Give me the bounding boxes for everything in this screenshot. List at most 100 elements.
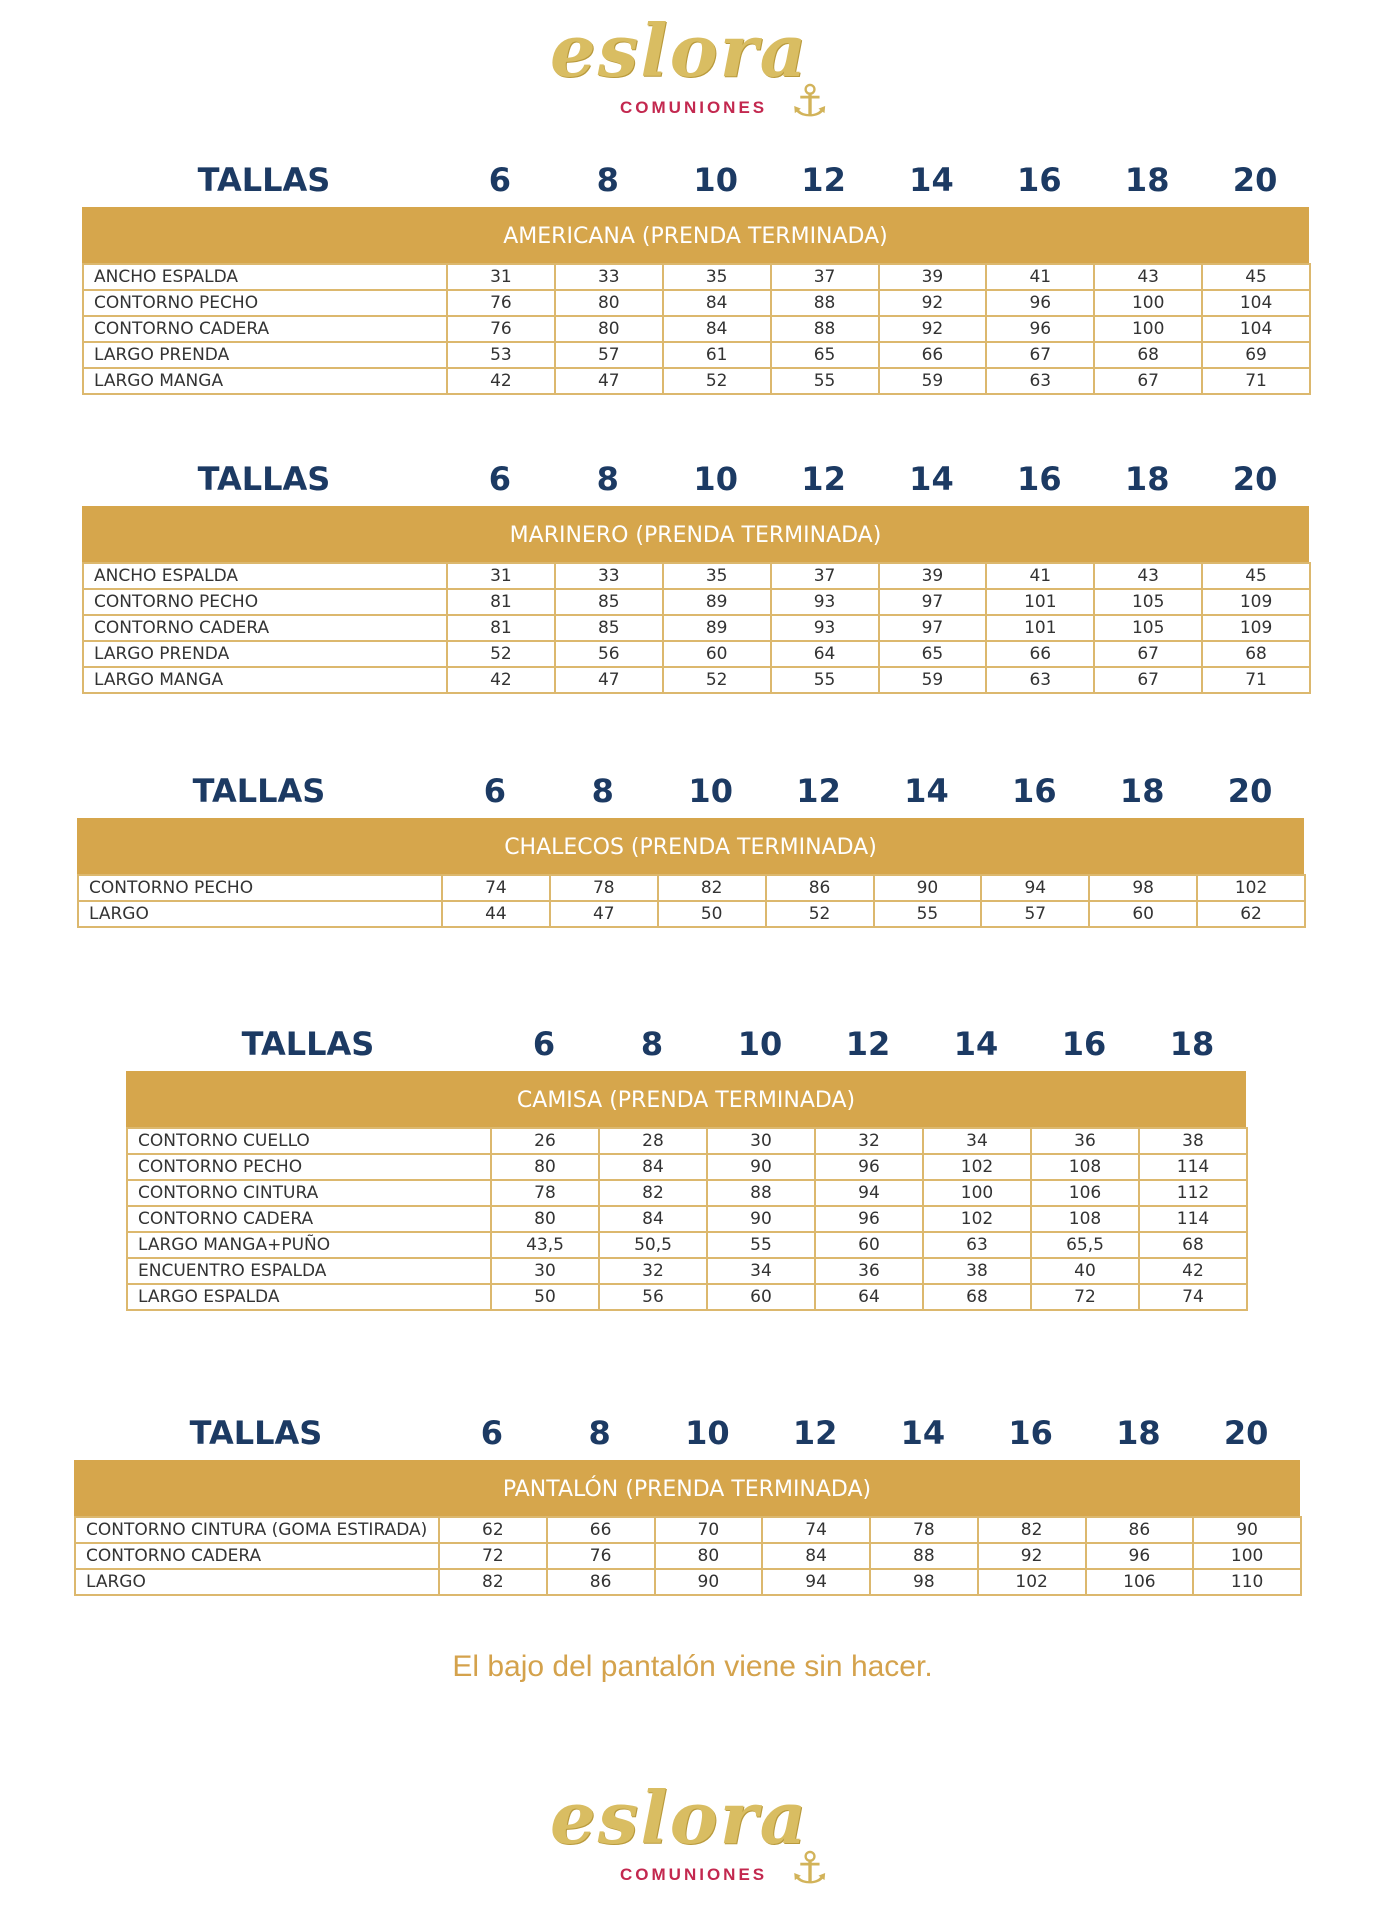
table-title: PANTALÓN (PRENDA TERMINADA) bbox=[74, 1460, 1300, 1516]
measurement-value: 84 bbox=[761, 1542, 871, 1570]
measurement-value: 96 bbox=[1084, 1542, 1195, 1570]
measurement-label: LARGO MANGA bbox=[82, 666, 448, 694]
measurement-value: 68 bbox=[1201, 640, 1311, 668]
table-row: ANCHO ESPALDA 31 33 35 37 39 41 43 45 bbox=[82, 263, 1311, 291]
measurement-value: 65 bbox=[769, 341, 880, 369]
size-heading: 18 bbox=[1116, 1414, 1161, 1452]
tallas-label: TALLAS bbox=[197, 460, 331, 498]
size-heading: 8 bbox=[596, 161, 619, 199]
measurement-value: 85 bbox=[553, 588, 664, 616]
measurement-value: 101 bbox=[985, 614, 1096, 642]
measurement-value: 86 bbox=[545, 1568, 656, 1596]
measurement-label: LARGO bbox=[77, 900, 443, 928]
size-heading: 12 bbox=[796, 772, 841, 810]
size-heading: 8 bbox=[640, 1025, 664, 1063]
measurement-value: 62 bbox=[1196, 900, 1306, 928]
measurement-value: 66 bbox=[877, 341, 988, 369]
table-row: CONTORNO PECHO 76 80 84 88 92 96 100 104 bbox=[82, 289, 1311, 317]
measurement-value: 55 bbox=[769, 666, 880, 694]
measurement-value: 72 bbox=[438, 1542, 548, 1570]
size-heading: 10 bbox=[685, 1414, 730, 1452]
measurement-value: 60 bbox=[814, 1231, 924, 1259]
sizes-header: TALLAS 6 8 10 12 14 16 18 20 bbox=[77, 768, 1304, 818]
measurement-value: 56 bbox=[598, 1283, 708, 1311]
measurement-value: 53 bbox=[446, 341, 556, 369]
table-row: CONTORNO CADERA 72 76 80 84 88 92 96 100 bbox=[74, 1542, 1302, 1570]
measurement-value: 90 bbox=[872, 874, 983, 902]
size-heading: 18 bbox=[1169, 1025, 1215, 1063]
measurement-value: 78 bbox=[548, 874, 659, 902]
measurement-value: 52 bbox=[661, 666, 772, 694]
measurement-value: 84 bbox=[598, 1153, 708, 1181]
measurement-value: 26 bbox=[490, 1127, 600, 1155]
table-title: MARINERO (PRENDA TERMINADA) bbox=[82, 506, 1309, 562]
measurement-value: 80 bbox=[490, 1205, 600, 1233]
measurement-label: LARGO MANGA+PUÑO bbox=[126, 1231, 492, 1259]
measurement-value: 94 bbox=[980, 874, 1091, 902]
table-row: CONTORNO PECHO 74 78 82 86 90 94 98 102 bbox=[77, 874, 1306, 902]
measurement-value: 68 bbox=[1138, 1231, 1248, 1259]
measurement-value: 71 bbox=[1201, 666, 1311, 694]
table-row: LARGO 82 86 90 94 98 102 106 110 bbox=[74, 1568, 1302, 1596]
size-table-pantalon: TALLAS 6 8 10 12 14 16 18 20 PANTALÓN (PRENDA TER… bbox=[74, 1410, 1302, 1596]
tallas-label: TALLAS bbox=[189, 1414, 323, 1452]
size-table-chalecos: TALLAS 6 8 10 12 14 16 18 20 CHALECOS (PRENDA TER… bbox=[77, 768, 1306, 928]
size-heading: 12 bbox=[792, 1414, 838, 1452]
logo-subtitle: COMUNIONES bbox=[620, 98, 768, 117]
measurement-value: 60 bbox=[1088, 900, 1199, 928]
measurement-value: 86 bbox=[1084, 1516, 1195, 1544]
table-title: CHALECOS (PRENDA TERMINADA) bbox=[77, 818, 1304, 874]
measurement-value: 96 bbox=[814, 1153, 924, 1181]
measurement-value: 102 bbox=[922, 1205, 1032, 1233]
sizes-header: TALLAS 6 8 10 12 14 16 18 20 bbox=[82, 157, 1309, 207]
size-heading: 18 bbox=[1124, 161, 1170, 199]
size-heading: 14 bbox=[904, 772, 949, 810]
table-row: LARGO MANGA 42 47 52 55 59 63 67 71 bbox=[82, 367, 1311, 395]
measurement-value: 102 bbox=[976, 1568, 1087, 1596]
measurement-value: 67 bbox=[1093, 640, 1204, 668]
table-row: LARGO PRENDA 53 57 61 65 66 67 68 69 bbox=[82, 341, 1311, 369]
table-row: ENCUENTRO ESPALDA 30 32 34 36 38 40 42 bbox=[126, 1257, 1248, 1285]
measurement-value: 92 bbox=[976, 1542, 1087, 1570]
measurement-value: 66 bbox=[985, 640, 1096, 668]
measurement-value: 105 bbox=[1093, 614, 1204, 642]
measurements-table: ANCHO ESPALDA 31 33 35 37 39 41 43 45 CONTORNO PE… bbox=[82, 562, 1311, 694]
tallas-label: TALLAS bbox=[192, 772, 326, 810]
measurement-label: CONTORNO PECHO bbox=[82, 588, 448, 616]
size-heading: 10 bbox=[693, 161, 738, 199]
measurement-value: 108 bbox=[1030, 1205, 1140, 1233]
size-heading: 6 bbox=[483, 772, 507, 810]
size-heading: 6 bbox=[480, 1414, 503, 1452]
measurement-value: 38 bbox=[1138, 1127, 1248, 1155]
measurement-value: 80 bbox=[553, 315, 664, 343]
size-heading: 12 bbox=[801, 161, 846, 199]
measurement-value: 100 bbox=[1192, 1542, 1302, 1570]
measurement-label: ANCHO ESPALDA bbox=[82, 562, 448, 590]
measurement-value: 84 bbox=[598, 1205, 708, 1233]
size-heading: 8 bbox=[591, 772, 614, 810]
measurement-value: 39 bbox=[877, 263, 988, 291]
measurement-value: 55 bbox=[706, 1231, 816, 1259]
measurement-label: CONTORNO PECHO bbox=[77, 874, 443, 902]
measurement-value: 81 bbox=[446, 588, 556, 616]
measurement-label: LARGO PRENDA bbox=[82, 640, 448, 668]
table-row: CONTORNO PECHO 80 84 90 96 102 108 114 bbox=[126, 1153, 1248, 1181]
size-table-americana: TALLAS 6 8 10 12 14 16 18 20 AMERICANA (PRENDA TE… bbox=[82, 157, 1311, 395]
measurement-value: 64 bbox=[769, 640, 880, 668]
measurement-value: 52 bbox=[764, 900, 875, 928]
size-heading: 20 bbox=[1232, 460, 1278, 498]
measurement-value: 93 bbox=[769, 614, 880, 642]
measurement-value: 84 bbox=[661, 315, 772, 343]
measurement-label: LARGO ESPALDA bbox=[126, 1283, 492, 1311]
measurements-table: ANCHO ESPALDA 31 33 35 37 39 41 43 45 CONTORNO PE… bbox=[82, 263, 1311, 395]
tallas-label: TALLAS bbox=[197, 161, 331, 199]
measurement-value: 104 bbox=[1201, 289, 1311, 317]
measurement-value: 68 bbox=[922, 1283, 1032, 1311]
footnote: El bajo del pantalón viene sin hacer. bbox=[452, 1650, 933, 1683]
measurement-value: 69 bbox=[1201, 341, 1311, 369]
measurement-value: 89 bbox=[661, 588, 772, 616]
measurement-value: 40 bbox=[1030, 1257, 1140, 1285]
measurement-value: 96 bbox=[814, 1205, 924, 1233]
size-heading: 6 bbox=[488, 161, 512, 199]
measurement-value: 28 bbox=[598, 1127, 708, 1155]
